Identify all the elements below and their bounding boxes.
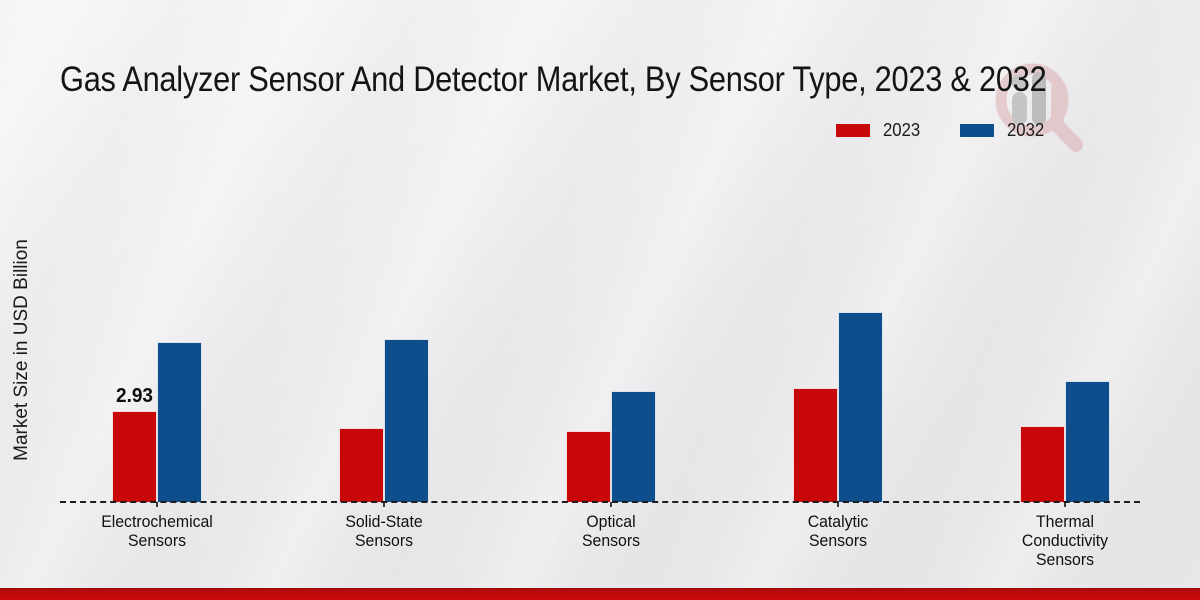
bar-2023-optical-sensors	[565, 431, 611, 502]
x-axis-tick	[609, 502, 612, 507]
bar-2023-electrochemical-sensors	[111, 410, 157, 502]
x-axis-baseline	[60, 501, 1140, 503]
legend: 2023 2032	[836, 120, 1047, 141]
y-axis-title: Market Size in USD Billion	[11, 239, 32, 461]
x-category-label: Thermal Conductivity Sensors	[1021, 512, 1108, 569]
legend-label-2023: 2023	[883, 120, 921, 140]
bar-2023-solid-state-sensors	[338, 428, 384, 502]
bar-2023-thermal-conductivity-sensors	[1019, 425, 1065, 502]
bar-2032-catalytic-sensors	[837, 312, 883, 502]
x-axis-tick	[382, 502, 385, 507]
chart-title: Gas Analyzer Sensor And Detector Market,…	[60, 60, 1047, 100]
bar-2032-optical-sensors	[610, 390, 656, 502]
bar-2032-solid-state-sensors	[383, 338, 429, 502]
legend-swatch-2023	[836, 124, 870, 137]
bar-2032-electrochemical-sensors	[156, 341, 202, 502]
x-axis-tick	[1063, 502, 1066, 507]
bar-value-label: 2.93	[115, 384, 153, 407]
legend-item-2023: 2023	[836, 120, 923, 141]
x-axis-tick	[836, 502, 839, 507]
plot-area: Electrochemical Sensors Solid-State Sensors…	[60, 60, 1140, 569]
bar-2032-thermal-conductivity-sensors	[1064, 380, 1110, 502]
x-category-label: Optical Sensors	[581, 512, 640, 550]
x-category-label: Electrochemical Sensors	[100, 512, 213, 550]
legend-swatch-2032	[960, 124, 995, 137]
x-category-label: Catalytic Sensors	[807, 512, 868, 550]
footer-accent-bar	[0, 588, 1200, 600]
legend-item-2032: 2032	[960, 120, 1047, 141]
bar-2023-catalytic-sensors	[792, 387, 838, 502]
x-category-label: Solid-State Sensors	[344, 512, 423, 550]
x-axis-tick	[155, 502, 158, 507]
legend-label-2032: 2032	[1007, 120, 1045, 140]
magnifier-bar-chart-logo-icon	[995, 63, 1083, 152]
